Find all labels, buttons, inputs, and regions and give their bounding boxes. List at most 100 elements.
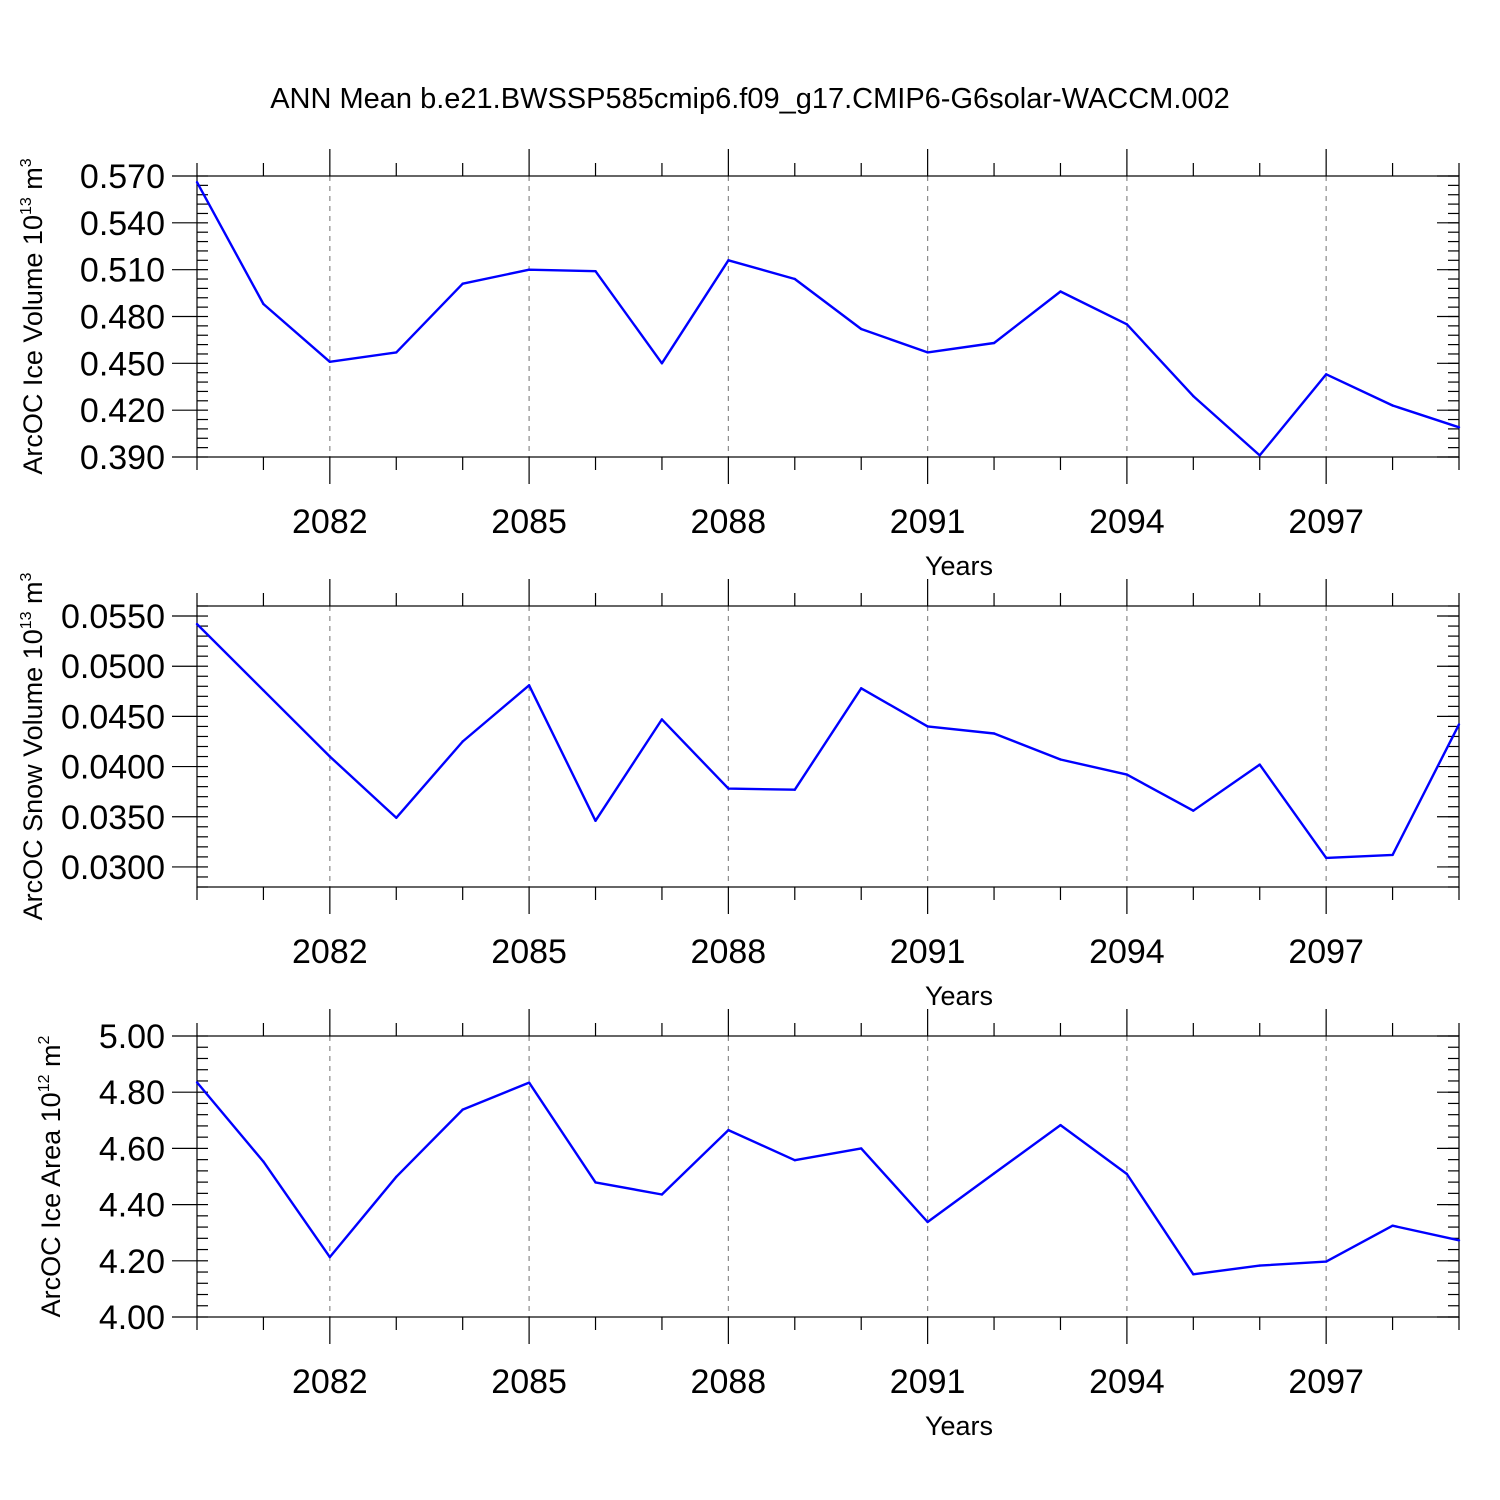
data-point [1125, 323, 1129, 326]
y-tick-label: 0.450 [80, 345, 165, 383]
plot-frame [196, 1035, 1460, 1318]
panels: 2082 2085 2088 2091 2094 2097 0.390 0.420 0.450 0… [18, 149, 1461, 1441]
series-line [196, 623, 1461, 860]
data-point [1391, 404, 1394, 407]
x-tick-label: 2094 [1089, 933, 1165, 971]
data-point [262, 1160, 265, 1163]
y-axis-label-main: ArcOC Snow Volume 10 [18, 629, 48, 920]
data-point [1391, 1224, 1394, 1227]
y-axis-label-unit: m [18, 581, 48, 611]
figure-title: ANN Mean b.e21.BWSSP585cmip6.f09_g17.CMI… [270, 83, 1230, 115]
data-point [262, 689, 265, 692]
series-line [196, 1081, 1460, 1276]
data-point [1258, 1264, 1261, 1267]
data-point [992, 1172, 996, 1175]
data-point [727, 1128, 730, 1132]
data-point [1457, 723, 1461, 726]
y-axis-label-unit-exp: 3 [18, 572, 35, 581]
data-point [926, 725, 929, 728]
data-point [594, 270, 597, 273]
y-axis-label-exp: 13 [18, 611, 35, 629]
data-point [1258, 763, 1261, 766]
y-tick-label: 0.0500 [61, 648, 165, 686]
data-point [195, 1081, 199, 1084]
x-tick-label: 2091 [890, 1363, 966, 1401]
y-tick-label: 0.510 [80, 252, 165, 290]
data-point [1457, 1239, 1461, 1242]
data-point [793, 1159, 796, 1162]
data-point [1325, 1260, 1328, 1263]
series-line [195, 181, 1460, 457]
data-point [1059, 290, 1062, 293]
data-point [1192, 809, 1195, 812]
data-point [660, 718, 664, 721]
data-point [1059, 758, 1062, 761]
y-tick-label: 0.480 [80, 299, 165, 337]
y-axis-label-exp: 12 [36, 1074, 53, 1092]
y-tick-label: 0.390 [80, 439, 165, 477]
y-tick-label: 0.0400 [61, 749, 165, 787]
data-point [727, 259, 730, 262]
y-tick-label: 0.0300 [61, 849, 165, 887]
panel-2: 2082 2085 2088 2091 2094 2097 0.0300 0.0350 0.04… [18, 572, 1461, 1011]
data-point [594, 819, 597, 822]
data-point [1325, 856, 1328, 860]
y-axis-label: ArcOC Ice Area 1012 m2 [36, 1036, 66, 1318]
x-tick-label: 2088 [691, 503, 767, 541]
data-point [527, 1081, 531, 1084]
data-point [660, 1193, 664, 1196]
data-point [527, 268, 531, 271]
x-tick-label: 2097 [1288, 1363, 1364, 1401]
y-axis-label: ArcOC Ice Volume 1013 m3 [18, 158, 48, 474]
x-tick-label: 2088 [691, 933, 767, 971]
y-tick-label: 5.00 [99, 1018, 165, 1056]
data-point [461, 282, 464, 285]
x-tick-label: 2088 [691, 1363, 767, 1401]
data-point [793, 277, 796, 281]
data-point [328, 1255, 331, 1259]
y-axis-label: ArcOC Snow Volume 1013 m3 [18, 572, 48, 920]
data-point [195, 181, 199, 184]
data-point [793, 788, 796, 791]
data-point [1192, 394, 1195, 398]
y-axis-label-unit-exp: 2 [36, 1036, 53, 1045]
data-point [1125, 773, 1129, 776]
x-axis-label: Years [925, 1411, 993, 1441]
y-tick-label: 0.0350 [61, 799, 165, 837]
x-tick-label: 2082 [292, 503, 368, 541]
x-tick-label: 2094 [1089, 503, 1165, 541]
data-point [727, 787, 730, 790]
data-point [395, 816, 398, 819]
y-tick-label: 4.80 [99, 1074, 165, 1112]
x-tick-label: 2082 [292, 1363, 368, 1401]
y-tick-label: 0.0450 [61, 698, 165, 736]
data-point [860, 687, 863, 690]
panel-3: 2082 2085 2088 2091 2094 2097 4.00 4.20 4.40 4.60… [36, 1009, 1461, 1441]
data-point [527, 684, 531, 687]
x-tick-label: 2091 [890, 503, 966, 541]
data-point [1125, 1172, 1129, 1176]
data-point [660, 362, 664, 365]
data-point [262, 302, 265, 306]
data-point [992, 341, 996, 345]
data-point [860, 1147, 863, 1150]
data-point [926, 1220, 929, 1224]
x-tick-label: 2097 [1288, 933, 1364, 971]
x-tick-label: 2085 [491, 503, 567, 541]
data-point [395, 351, 398, 354]
y-tick-label: 4.20 [99, 1243, 165, 1281]
y-axis-label-unit: m [18, 167, 48, 197]
data-point [328, 360, 331, 363]
data-point [1258, 454, 1261, 457]
x-axis-label: Years [925, 551, 993, 581]
y-tick-label: 0.0550 [61, 598, 165, 636]
y-axis-label-unit: m [36, 1045, 66, 1075]
data-point [461, 1108, 464, 1111]
data-point [1192, 1273, 1195, 1276]
y-tick-label: 4.60 [99, 1130, 165, 1168]
data-point [1059, 1123, 1062, 1127]
y-tick-label: 0.420 [80, 392, 165, 430]
data-point [328, 755, 331, 758]
data-point [1325, 373, 1328, 376]
y-axis-label-main: ArcOC Ice Area 10 [36, 1092, 66, 1317]
